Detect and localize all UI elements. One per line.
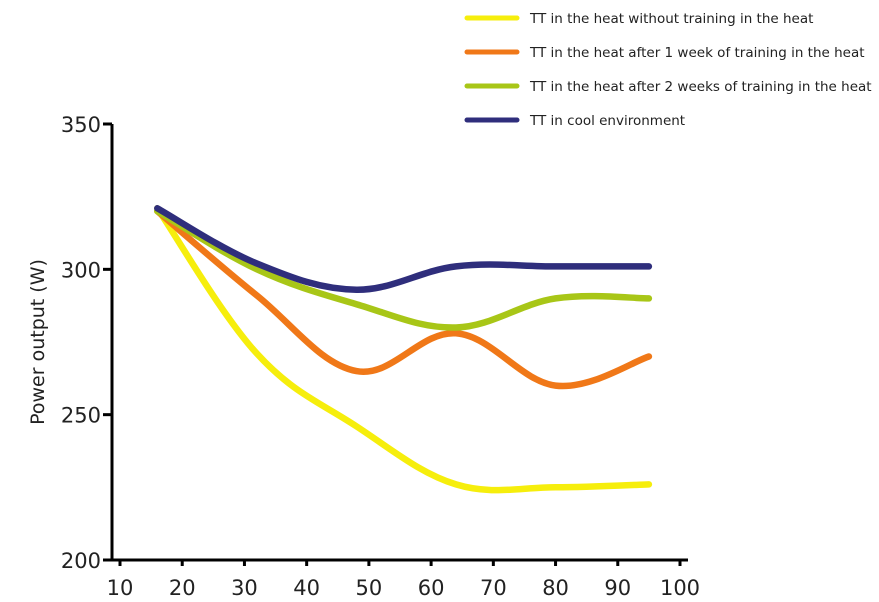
x-tick-label: 30: [231, 576, 258, 597]
legend: TT in the heat without training in the h…: [464, 11, 872, 129]
x-tick-label: 100: [660, 576, 700, 597]
series-line-2: [154, 207, 653, 390]
x-tick-label: 80: [542, 576, 569, 597]
legend-label: TT in the heat after 1 week of training …: [529, 45, 865, 61]
legend-label: TT in the heat after 2 weeks of training…: [529, 79, 872, 95]
y-tick-label: 300: [61, 258, 101, 282]
x-tick-label: 70: [480, 576, 507, 597]
x-tick-label: 50: [356, 576, 383, 597]
y-tick-label: 250: [61, 404, 101, 428]
legend-label: TT in the heat without training in the h…: [529, 11, 813, 27]
series-line-3: [154, 207, 653, 331]
x-tick-label: 10: [107, 576, 134, 597]
y-axis-title: Power output (W): [27, 259, 49, 425]
series: [154, 205, 653, 494]
series-line-1: [154, 205, 653, 494]
x-tick-label: 20: [169, 576, 196, 597]
y-tick-label: 350: [61, 113, 101, 137]
y-tick-label: 200: [61, 549, 101, 573]
x-tick-label: 60: [418, 576, 445, 597]
legend-label: TT in cool environment: [529, 113, 685, 129]
ticks: 10 20 30 40 50 60 70 80 90 100 200 250 300 350: [61, 113, 700, 600]
x-tick-label: 90: [604, 576, 631, 597]
axes: Power output (W): [27, 124, 688, 562]
x-tick-label: 40: [293, 576, 320, 597]
series-line-4: [154, 205, 653, 293]
